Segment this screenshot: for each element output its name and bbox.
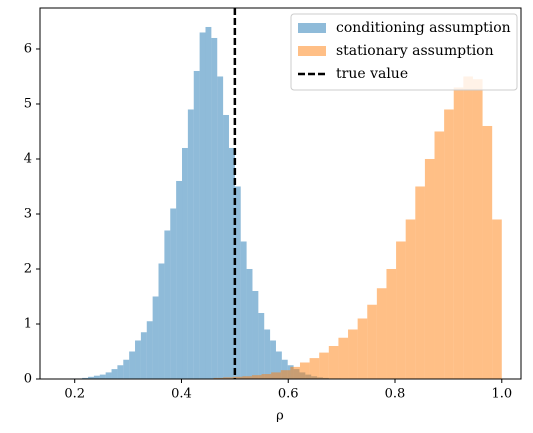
legend-swatch bbox=[298, 46, 326, 56]
histogram-bar bbox=[492, 219, 502, 379]
histogram-bar bbox=[140, 332, 147, 379]
histogram-bar bbox=[309, 358, 320, 379]
histogram-bar bbox=[424, 158, 435, 379]
histogram-bar bbox=[240, 241, 247, 379]
plot-area bbox=[70, 8, 502, 380]
x-tick-label: 0.2 bbox=[64, 387, 85, 402]
histogram-bar bbox=[444, 109, 454, 379]
histogram-bar bbox=[299, 362, 310, 379]
histogram-bar bbox=[252, 290, 259, 379]
x-tick-label: 0.4 bbox=[171, 387, 192, 402]
histogram-bar bbox=[82, 377, 89, 379]
histogram-bar bbox=[281, 359, 288, 379]
legend-box bbox=[290, 13, 518, 91]
histogram-bar bbox=[223, 114, 229, 379]
histogram-bar bbox=[146, 321, 153, 379]
histogram-bar bbox=[213, 377, 224, 379]
histogram-bar bbox=[170, 208, 177, 379]
histogram-bar bbox=[129, 351, 136, 379]
histogram-bar bbox=[453, 87, 464, 380]
histogram-bar bbox=[482, 125, 493, 380]
axes-frame bbox=[39, 7, 522, 380]
histogram-bar bbox=[199, 32, 206, 379]
y-tick-label: 2 bbox=[24, 261, 32, 276]
histogram-bar bbox=[251, 375, 262, 379]
histogram-bar bbox=[348, 329, 358, 379]
histogram-bar bbox=[275, 351, 282, 379]
histogram-bar bbox=[93, 375, 100, 379]
x-tick-label: 0.6 bbox=[278, 387, 299, 402]
histogram-bar bbox=[152, 296, 159, 379]
histogram-bar bbox=[182, 147, 188, 379]
histogram-bar bbox=[232, 376, 243, 379]
histogram-bar bbox=[242, 376, 252, 379]
x-tick-label: 0.8 bbox=[385, 387, 406, 402]
histogram-bar bbox=[228, 147, 235, 379]
y-tick-label: 4 bbox=[24, 151, 32, 166]
histogram-bar bbox=[246, 268, 253, 379]
histogram-bar bbox=[158, 263, 165, 379]
histogram-bar bbox=[328, 345, 339, 379]
x-tick-label: 1.0 bbox=[491, 387, 512, 402]
histogram-bar bbox=[405, 219, 416, 379]
legend-label: stationary assumption bbox=[336, 43, 494, 59]
histogram-bar bbox=[211, 37, 218, 379]
histogram-bar bbox=[111, 369, 118, 379]
histogram-bar bbox=[415, 186, 425, 379]
histogram-bar bbox=[357, 318, 368, 379]
legend-label: true value bbox=[336, 66, 408, 82]
y-tick-label: 1 bbox=[24, 316, 32, 331]
histogram-bar bbox=[434, 131, 445, 379]
histogram-bar bbox=[386, 268, 397, 379]
histogram-series bbox=[213, 76, 502, 380]
histogram-bar bbox=[217, 76, 224, 379]
histogram-bar bbox=[205, 26, 212, 379]
histogram-bar bbox=[223, 377, 233, 379]
histogram-bar bbox=[290, 366, 300, 379]
y-tick-label: 5 bbox=[24, 96, 32, 111]
histogram-bar bbox=[472, 79, 483, 379]
histogram-bar bbox=[338, 337, 349, 379]
y-tick-label: 3 bbox=[24, 206, 32, 221]
histogram-bar bbox=[135, 340, 141, 379]
histogram-bar bbox=[234, 186, 241, 379]
legend-label: conditioning assumption bbox=[336, 20, 511, 36]
histogram-bar bbox=[271, 372, 281, 379]
histogram-bar bbox=[123, 359, 130, 379]
histogram-bar bbox=[376, 288, 387, 379]
y-tick-label: 6 bbox=[24, 41, 32, 56]
legend: conditioning assumption stationary assump… bbox=[290, 13, 518, 91]
histogram-bar bbox=[88, 376, 94, 379]
histogram-bar bbox=[193, 70, 200, 379]
histogram-bar bbox=[463, 76, 473, 379]
histogram-bar bbox=[187, 109, 194, 379]
histogram-bar bbox=[99, 374, 106, 379]
histogram-bar bbox=[270, 340, 276, 379]
histogram-bar bbox=[280, 370, 291, 379]
histogram-bar bbox=[367, 304, 377, 379]
histogram-bar bbox=[319, 352, 329, 379]
histogram-bar bbox=[264, 329, 271, 379]
histogram-bar bbox=[261, 374, 272, 379]
x-axis-label: ρ bbox=[276, 409, 284, 424]
histogram-bar bbox=[258, 312, 265, 379]
histogram-bar bbox=[164, 230, 171, 379]
legend-swatch bbox=[298, 23, 326, 33]
histogram-bar bbox=[176, 180, 183, 379]
y-tick-label: 0 bbox=[24, 372, 32, 387]
histogram-bar bbox=[105, 372, 112, 379]
histogram-bar bbox=[117, 365, 124, 379]
histogram-bar bbox=[396, 241, 406, 379]
